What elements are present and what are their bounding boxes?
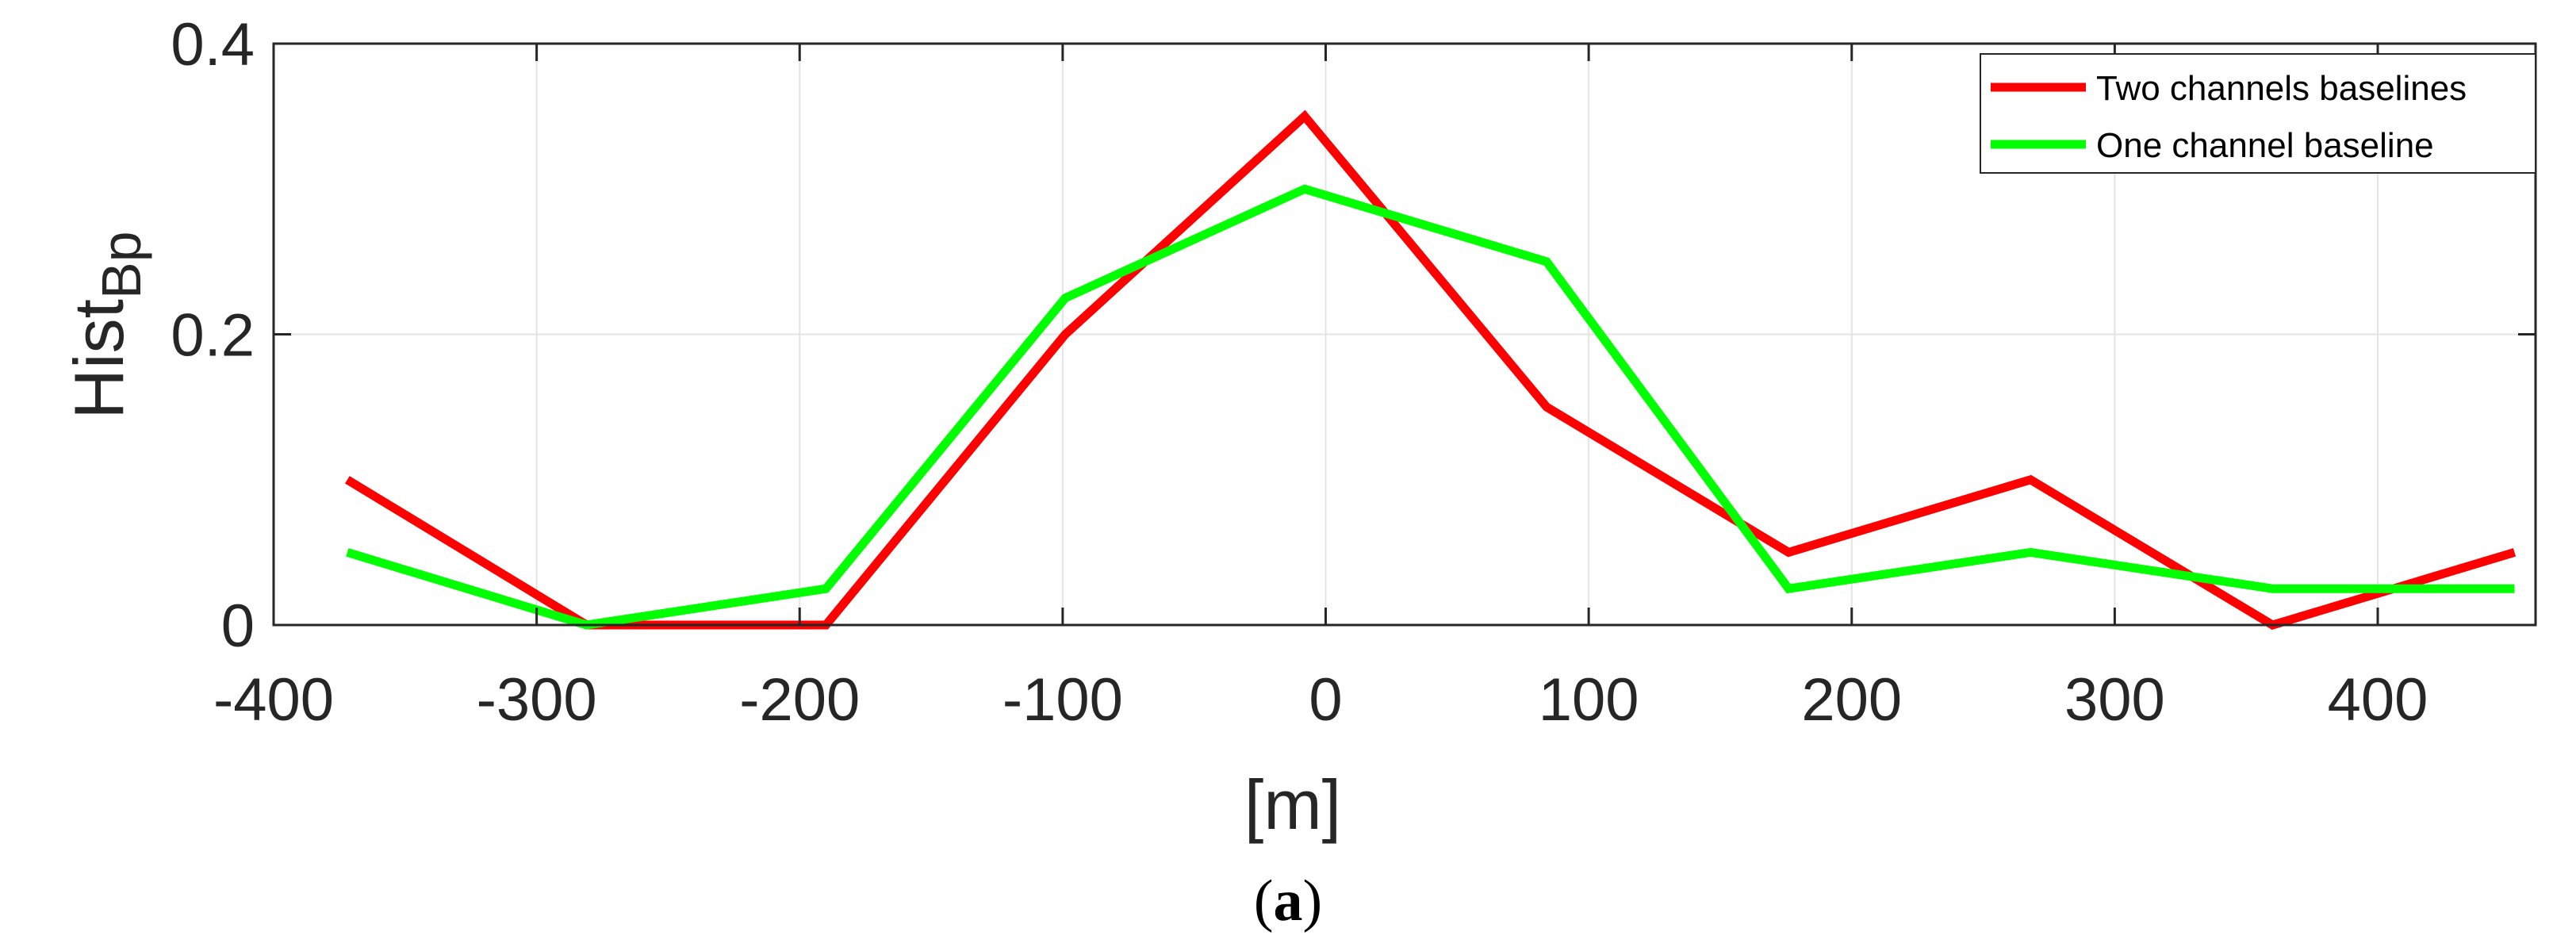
legend-box <box>1980 53 2536 174</box>
axis-ticks <box>272 42 2536 627</box>
legend-label-2: One channel baseline <box>2096 126 2434 165</box>
x-tick-label: 300 <box>2064 666 2165 734</box>
series-lines <box>345 109 2517 630</box>
legend-label-1: Two channels baselines <box>2096 69 2467 108</box>
series-line-2 <box>346 184 2515 630</box>
x-tick-label: 100 <box>1539 666 1639 734</box>
y-tick-label: 0 <box>221 592 255 660</box>
y-axis-label-main: Hist <box>59 299 138 420</box>
y-tick-label: 0.2 <box>171 302 255 370</box>
y-axis-label-subscript: Bp <box>90 231 152 299</box>
x-tick-label: 0 <box>1309 666 1342 734</box>
x-tick-label: -300 <box>477 666 597 734</box>
caption-letter: a <box>1274 869 1303 934</box>
tick-labels: -400 -300 -200 -100 0 100 200 300 400 0 0.2 0.4 <box>171 11 2428 734</box>
caption-close-paren: ) <box>1303 869 1323 934</box>
x-tick-label: -400 <box>213 666 334 734</box>
series-line-1 <box>345 109 2517 630</box>
caption-open-paren: ( <box>1254 869 1274 934</box>
figure-caption: (a) <box>1254 869 1322 934</box>
y-tick-label: 0.4 <box>171 11 255 79</box>
x-tick-label: -100 <box>1002 666 1123 734</box>
x-axis-label: [m] <box>1244 765 1341 844</box>
y-axis-label: HistBp <box>59 231 152 419</box>
legend: Two channels baselines One channel baseli… <box>1980 53 2536 174</box>
x-tick-label: -200 <box>739 666 860 734</box>
x-tick-label: 200 <box>1801 666 1902 734</box>
x-tick-label: 400 <box>2328 666 2428 734</box>
